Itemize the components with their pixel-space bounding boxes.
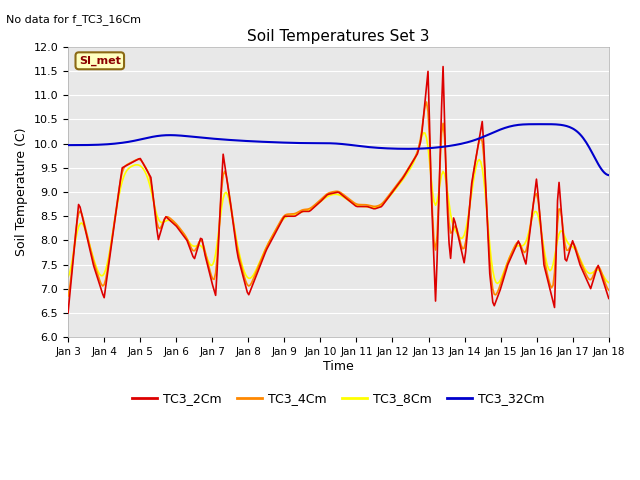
TC3_2Cm [64, 310, 72, 316]
X-axis label: Time: Time [323, 360, 354, 372]
TC3_8Cm [301, 208, 308, 214]
TC3_4Cm [243, 282, 251, 288]
TC3_32Cm [541, 121, 549, 127]
TC3_2Cm [252, 273, 260, 278]
TC3_32Cm [225, 137, 233, 143]
TC3_32Cm [605, 172, 612, 178]
Line: TC3_2Cm: TC3_2Cm [68, 67, 609, 313]
TC3_8Cm [493, 280, 501, 286]
Text: SI_met: SI_met [79, 56, 121, 66]
TC3_4Cm [225, 191, 233, 196]
TC3_4Cm [301, 206, 308, 212]
Title: Soil Temperatures Set 3: Soil Temperatures Set 3 [247, 29, 429, 44]
TC3_4Cm [605, 288, 612, 293]
TC3_8Cm [131, 162, 138, 168]
TC3_8Cm [252, 266, 260, 272]
Legend: TC3_2Cm, TC3_4Cm, TC3_8Cm, TC3_32Cm: TC3_2Cm, TC3_4Cm, TC3_8Cm, TC3_32Cm [127, 387, 550, 410]
TC3_8Cm [243, 274, 251, 280]
TC3_4Cm [64, 293, 72, 299]
TC3_4Cm [252, 269, 260, 275]
TC3_4Cm [131, 158, 138, 164]
TC3_2Cm [576, 262, 584, 268]
Y-axis label: Soil Temperature (C): Soil Temperature (C) [15, 128, 28, 256]
TC3_2Cm [605, 296, 612, 301]
TC3_8Cm [605, 280, 612, 286]
TC3_32Cm [131, 138, 138, 144]
TC3_2Cm [131, 158, 138, 164]
Text: No data for f_TC3_16Cm: No data for f_TC3_16Cm [6, 14, 141, 25]
TC3_2Cm [225, 192, 233, 197]
TC3_2Cm [301, 208, 308, 214]
TC3_32Cm [252, 139, 260, 144]
TC3_4Cm [576, 258, 584, 264]
TC3_32Cm [64, 142, 72, 148]
TC3_8Cm [420, 130, 428, 136]
Line: TC3_4Cm: TC3_4Cm [68, 102, 609, 296]
TC3_8Cm [64, 274, 72, 280]
TC3_8Cm [578, 259, 586, 265]
TC3_8Cm [225, 197, 233, 203]
TC3_2Cm [439, 64, 447, 70]
TC3_32Cm [576, 132, 584, 137]
TC3_32Cm [243, 138, 251, 144]
TC3_2Cm [243, 289, 251, 295]
Line: TC3_32Cm: TC3_32Cm [68, 124, 609, 175]
TC3_32Cm [301, 140, 308, 146]
Line: TC3_8Cm: TC3_8Cm [68, 133, 609, 283]
TC3_4Cm [422, 99, 430, 105]
